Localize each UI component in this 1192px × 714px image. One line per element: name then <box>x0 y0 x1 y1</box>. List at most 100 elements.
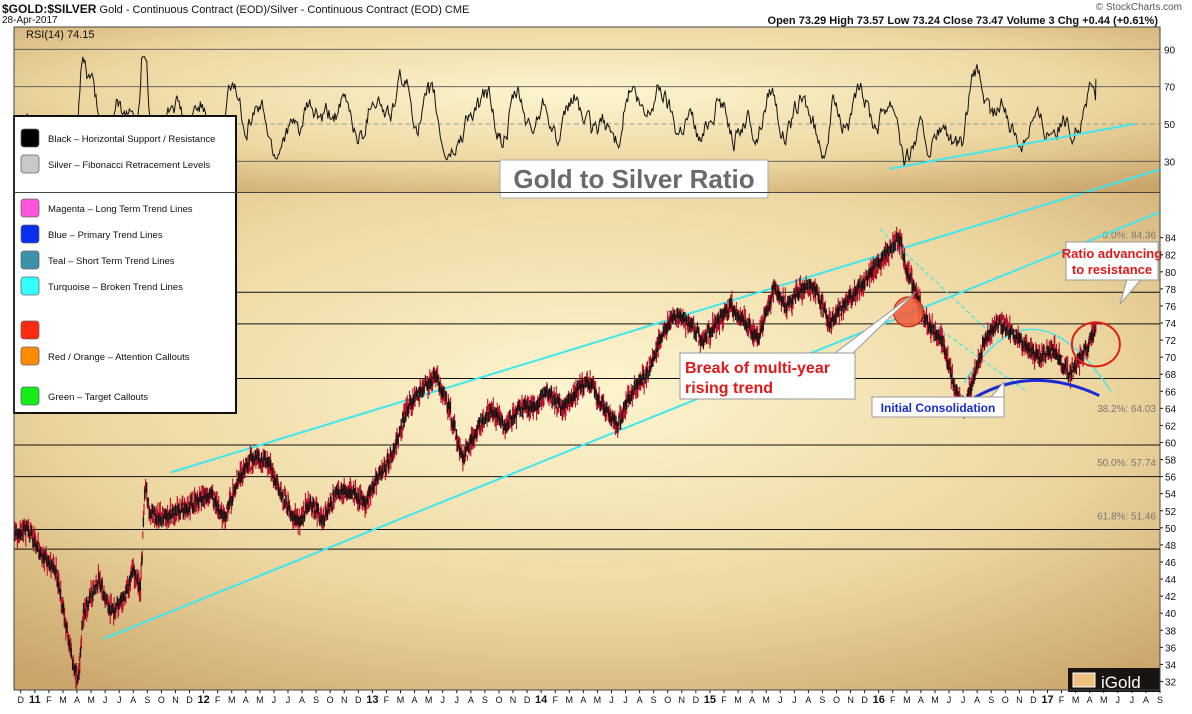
y-tick-label: 58 <box>1165 456 1177 467</box>
break-callout-line: rising trend <box>685 380 773 397</box>
x-tick-label: D <box>524 695 531 705</box>
y-tick-label: 62 <box>1165 421 1177 432</box>
break-callout-circle <box>893 296 925 328</box>
rsi-tick-label: 50 <box>1164 120 1176 131</box>
x-tick-label: J <box>272 695 277 705</box>
x-tick-label: A <box>805 695 811 705</box>
x-tick-label: 15 <box>704 694 716 706</box>
x-tick-label: D <box>186 695 193 705</box>
x-tick-label: S <box>482 695 488 705</box>
consolidation-arc <box>963 378 1100 406</box>
y-tick-label: 60 <box>1165 439 1177 450</box>
title-box <box>499 159 769 199</box>
x-tick-label: A <box>637 695 643 705</box>
x-tick-label: J <box>103 695 108 705</box>
x-tick-label: M <box>566 695 574 705</box>
legend-swatch <box>20 346 40 366</box>
x-tick-label: J <box>455 695 460 705</box>
y-tick-label: 46 <box>1165 558 1177 569</box>
consolidation-callout-box <box>871 396 1005 418</box>
x-tick-label: D <box>18 695 25 705</box>
x-tick-label: N <box>510 695 517 705</box>
legend-label: Turquoise – Broken Trend Lines <box>48 282 183 293</box>
x-tick-label: A <box>580 695 586 705</box>
legend-label: Black – Horizontal Support / Resistance <box>48 134 215 145</box>
legend-box <box>13 115 237 414</box>
y-tick-label: 80 <box>1165 268 1177 279</box>
x-tick-label: J <box>440 695 445 705</box>
x-tick-label: S <box>819 695 825 705</box>
x-tick-label: M <box>397 695 405 705</box>
short-trend-line <box>879 228 999 341</box>
y-tick-label: 82 <box>1165 251 1177 262</box>
y-tick-label: 72 <box>1165 336 1177 347</box>
advance-callout-line: Ratio advancing <box>1062 246 1162 261</box>
x-tick-label: J <box>1130 695 1135 705</box>
x-tick-label: A <box>243 695 249 705</box>
x-tick-label: F <box>384 695 390 705</box>
x-tick-label: D <box>355 695 362 705</box>
y-tick-label: 48 <box>1165 541 1177 552</box>
ohlc-readout: Open 73.29 High 73.57 Low 73.24 Close 73… <box>767 15 1158 27</box>
fib-label: 50.0%: 57.74 <box>1097 458 1156 469</box>
x-tick-label: M <box>1072 695 1080 705</box>
copyright: © StockCharts.com <box>1095 2 1182 13</box>
legend-label: Red / Orange – Attention Callouts <box>48 352 190 363</box>
legend-swatch <box>20 320 40 340</box>
advance-callout-circle <box>1070 321 1121 368</box>
advance-callout-box <box>1065 241 1159 281</box>
legend-label: Blue – Primary Trend Lines <box>48 230 163 241</box>
x-tick-label: O <box>495 695 502 705</box>
x-tick-label: N <box>341 695 348 705</box>
x-tick-label: M <box>762 695 770 705</box>
x-tick-label: A <box>1087 695 1093 705</box>
trend-line <box>170 168 1161 474</box>
x-tick-label: J <box>947 695 952 705</box>
y-tick-label: 42 <box>1165 592 1177 603</box>
x-tick-label: A <box>130 695 136 705</box>
y-tick-label: 66 <box>1165 387 1177 398</box>
x-tick-label: M <box>734 695 742 705</box>
legend-swatch <box>20 276 40 296</box>
x-tick-label: A <box>74 695 80 705</box>
rsi-trend-line <box>889 123 1135 170</box>
legend-swatch <box>20 154 40 174</box>
legend-swatch <box>20 198 40 218</box>
y-tick-label: 36 <box>1165 643 1177 654</box>
x-tick-label: A <box>1143 695 1149 705</box>
logo-text: iGold <box>1101 673 1141 692</box>
rsi-line <box>14 56 1097 181</box>
x-tick-label: F <box>552 695 558 705</box>
chart-date: 28-Apr-2017 <box>2 15 58 26</box>
y-tick-label: 64 <box>1165 404 1177 415</box>
x-tick-label: A <box>412 695 418 705</box>
y-tick-label: 52 <box>1165 507 1177 518</box>
x-tick-label: A <box>974 695 980 705</box>
x-tick-label: M <box>256 695 264 705</box>
x-tick-label: F <box>721 695 727 705</box>
y-tick-label: 56 <box>1165 473 1177 484</box>
advance-callout-line: to resistance <box>1072 262 1152 277</box>
x-tick-label: 13 <box>366 694 378 706</box>
rsi-label: RSI(14) 74.15 <box>26 29 95 41</box>
rsi-tick-label: 70 <box>1164 83 1176 94</box>
x-tick-label: N <box>172 695 179 705</box>
x-tick-label: D <box>693 695 700 705</box>
x-tick-label: M <box>87 695 95 705</box>
trend-line <box>103 211 1161 640</box>
symbol: $GOLD:$SILVER <box>2 2 97 16</box>
x-tick-label: D <box>861 695 868 705</box>
x-tick-label: J <box>117 695 122 705</box>
x-tick-label: N <box>679 695 686 705</box>
x-tick-label: J <box>623 695 628 705</box>
y-tick-label: 84 <box>1165 234 1177 245</box>
x-tick-label: M <box>1100 695 1108 705</box>
y-tick-label: 50 <box>1165 524 1177 535</box>
x-tick-label: A <box>918 695 924 705</box>
x-tick-label: 14 <box>535 694 548 706</box>
logo-bar-icon <box>1072 672 1096 688</box>
legend-swatch <box>20 128 40 148</box>
fib-label: 61.8%: 51.46 <box>1097 511 1156 522</box>
x-tick-label: 17 <box>1041 694 1053 706</box>
